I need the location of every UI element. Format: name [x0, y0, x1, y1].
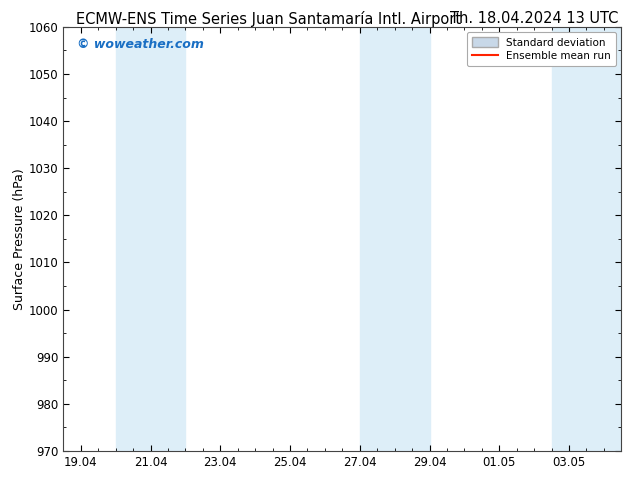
Text: ECMW-ENS Time Series Juan Santamaría Intl. Airport: ECMW-ENS Time Series Juan Santamaría Int… [76, 11, 461, 27]
Text: © woweather.com: © woweather.com [77, 38, 204, 50]
Y-axis label: Surface Pressure (hPa): Surface Pressure (hPa) [13, 168, 26, 310]
Legend: Standard deviation, Ensemble mean run: Standard deviation, Ensemble mean run [467, 32, 616, 66]
Bar [359, 27, 429, 451]
Bar [116, 27, 185, 451]
Text: Th. 18.04.2024 13 UTC: Th. 18.04.2024 13 UTC [450, 11, 618, 26]
Bar [552, 27, 621, 451]
